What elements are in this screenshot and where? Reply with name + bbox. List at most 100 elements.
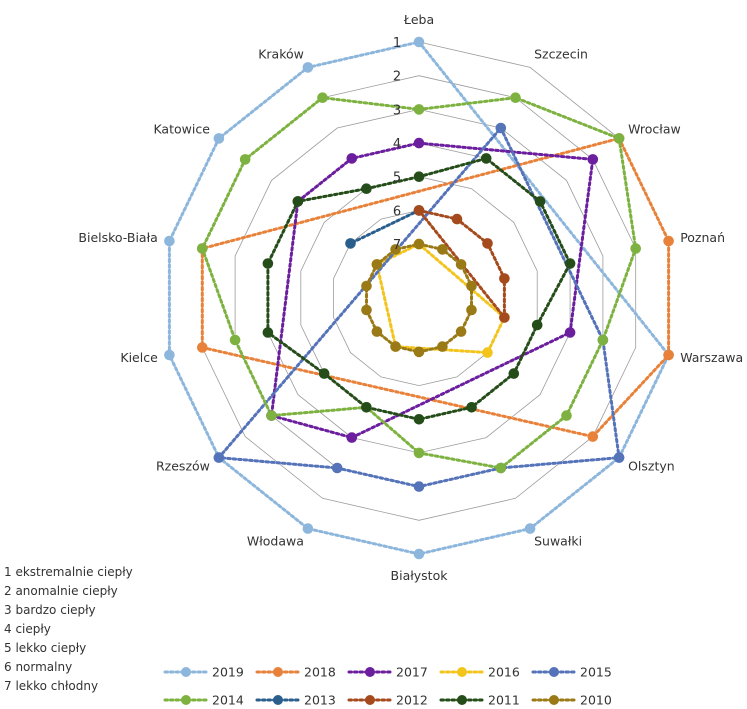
point-2019-7 xyxy=(413,548,425,560)
legend-swatch-dot xyxy=(181,667,191,677)
point-2011-4 xyxy=(531,319,543,331)
point-2013-12 xyxy=(345,238,356,249)
point-2011-3 xyxy=(564,258,576,269)
legend-label: 2012 xyxy=(396,693,428,708)
spoke-label: Bielsko-Biała xyxy=(78,230,157,245)
point-2011-6 xyxy=(466,402,477,413)
legend-swatch-dot xyxy=(365,667,375,677)
point-2014-7 xyxy=(413,447,425,459)
point-2015-7 xyxy=(413,481,425,492)
point-2017-4 xyxy=(564,327,576,338)
point-2010-9 xyxy=(371,326,383,337)
point-2010-11 xyxy=(361,280,372,292)
point-2011-5 xyxy=(508,368,520,379)
point-2019-12 xyxy=(213,133,225,144)
legend-item-2015: 2015 xyxy=(531,665,612,680)
spoke-label: Białystok xyxy=(391,568,449,583)
point-2015-8 xyxy=(331,462,343,474)
point-2016-5 xyxy=(482,347,493,358)
point-2010-1 xyxy=(437,244,448,255)
point-2018-4 xyxy=(663,349,674,361)
legend-label: 2017 xyxy=(396,665,428,680)
legend-item-2016: 2016 xyxy=(439,665,520,680)
spoke-label: Katowice xyxy=(153,122,210,137)
point-2011-2 xyxy=(534,196,546,207)
series-line-2016 xyxy=(375,242,507,355)
point-2014-10 xyxy=(229,334,241,346)
legend-item-2019: 2019 xyxy=(163,665,244,680)
series-line-2018 xyxy=(200,136,671,439)
series-lines xyxy=(167,40,671,556)
spoke-labels: Łeba Szczecin Wrocław Poznań Warszawa Olsztyn… xyxy=(78,12,743,583)
legend-swatch-dot xyxy=(273,695,283,705)
scale-key-item: 1 ekstremalnie ciepły xyxy=(4,565,133,579)
series-line-2019 xyxy=(167,40,671,556)
legend-swatch-dot xyxy=(457,695,467,705)
legend-item-2014: 2014 xyxy=(163,693,244,708)
point-2012-3 xyxy=(499,273,510,284)
legend-swatch-dot xyxy=(273,667,283,677)
point-2019-8 xyxy=(302,523,314,534)
legend-label: 2011 xyxy=(488,693,520,708)
legend-swatch-dot xyxy=(457,667,467,677)
point-2012-4 xyxy=(499,312,510,323)
point-2010-6 xyxy=(437,341,448,352)
scale-key-item: 7 lekko chłodny xyxy=(4,679,99,693)
series-line-2017 xyxy=(269,141,595,440)
point-2014-1 xyxy=(510,92,521,103)
point-2011-10 xyxy=(262,327,274,338)
spoke-label: Szczecin xyxy=(534,47,588,62)
scale-key-item: 5 lekko ciepły xyxy=(4,641,87,655)
point-2010-5 xyxy=(455,326,467,337)
point-2010-8 xyxy=(390,341,401,352)
legend-swatch-dot xyxy=(549,695,559,705)
point-2014-11 xyxy=(197,243,208,254)
spoke-label: Kielce xyxy=(120,350,158,365)
series-line-2012 xyxy=(415,207,506,322)
point-2011-13 xyxy=(361,183,372,194)
spoke-label: Olsztyn xyxy=(628,458,675,473)
series-line-2013 xyxy=(349,208,421,245)
point-2014-6 xyxy=(495,462,507,474)
point-2018-5 xyxy=(587,431,599,442)
scale-key-item: 2 anomalnie ciepły xyxy=(4,584,118,598)
series-line-2015 xyxy=(215,125,621,489)
point-2015-5 xyxy=(613,452,625,463)
point-2011-8 xyxy=(361,402,372,413)
point-2012-1 xyxy=(451,213,463,225)
ring-label-2: 2 xyxy=(393,70,401,85)
legend-item-2010: 2010 xyxy=(531,693,612,708)
point-2014-4 xyxy=(597,334,609,346)
point-2010-0 xyxy=(413,238,425,250)
point-2011-0 xyxy=(413,171,425,182)
series-points xyxy=(164,36,674,560)
legend-label: 2015 xyxy=(580,665,612,680)
ring-label-4: 4 xyxy=(393,137,401,152)
legend: 2019 2018 2017 2016 2015 2014 2013 2012 2011 2010 xyxy=(163,665,612,708)
point-2019-0 xyxy=(413,36,425,48)
legend-label: 2013 xyxy=(304,693,336,708)
spoke-label: Warszawa xyxy=(680,350,743,365)
spoke-label: Kraków xyxy=(258,47,304,62)
legend-swatch-dot xyxy=(365,695,375,705)
point-2011-7 xyxy=(413,414,425,425)
legend-item-2018: 2018 xyxy=(255,665,336,680)
legend-label: 2014 xyxy=(212,693,244,708)
point-2019-13 xyxy=(302,62,314,73)
point-2011-9 xyxy=(318,368,330,379)
point-2011-1 xyxy=(480,153,492,164)
legend-item-2011: 2011 xyxy=(439,693,520,708)
legend-label: 2010 xyxy=(580,693,612,708)
ring-label-7: 7 xyxy=(393,238,401,253)
point-2014-2 xyxy=(613,133,625,144)
point-2010-3 xyxy=(466,280,477,292)
spoke-label: Łeba xyxy=(403,12,434,27)
point-2019-6 xyxy=(524,523,536,534)
point-2019-10 xyxy=(164,349,175,361)
spoke-label: Poznań xyxy=(680,230,725,245)
legend-item-2013: 2013 xyxy=(255,693,336,708)
legend-label: 2016 xyxy=(488,665,520,680)
point-2012-2 xyxy=(482,238,493,249)
point-2015-1 xyxy=(495,122,507,134)
